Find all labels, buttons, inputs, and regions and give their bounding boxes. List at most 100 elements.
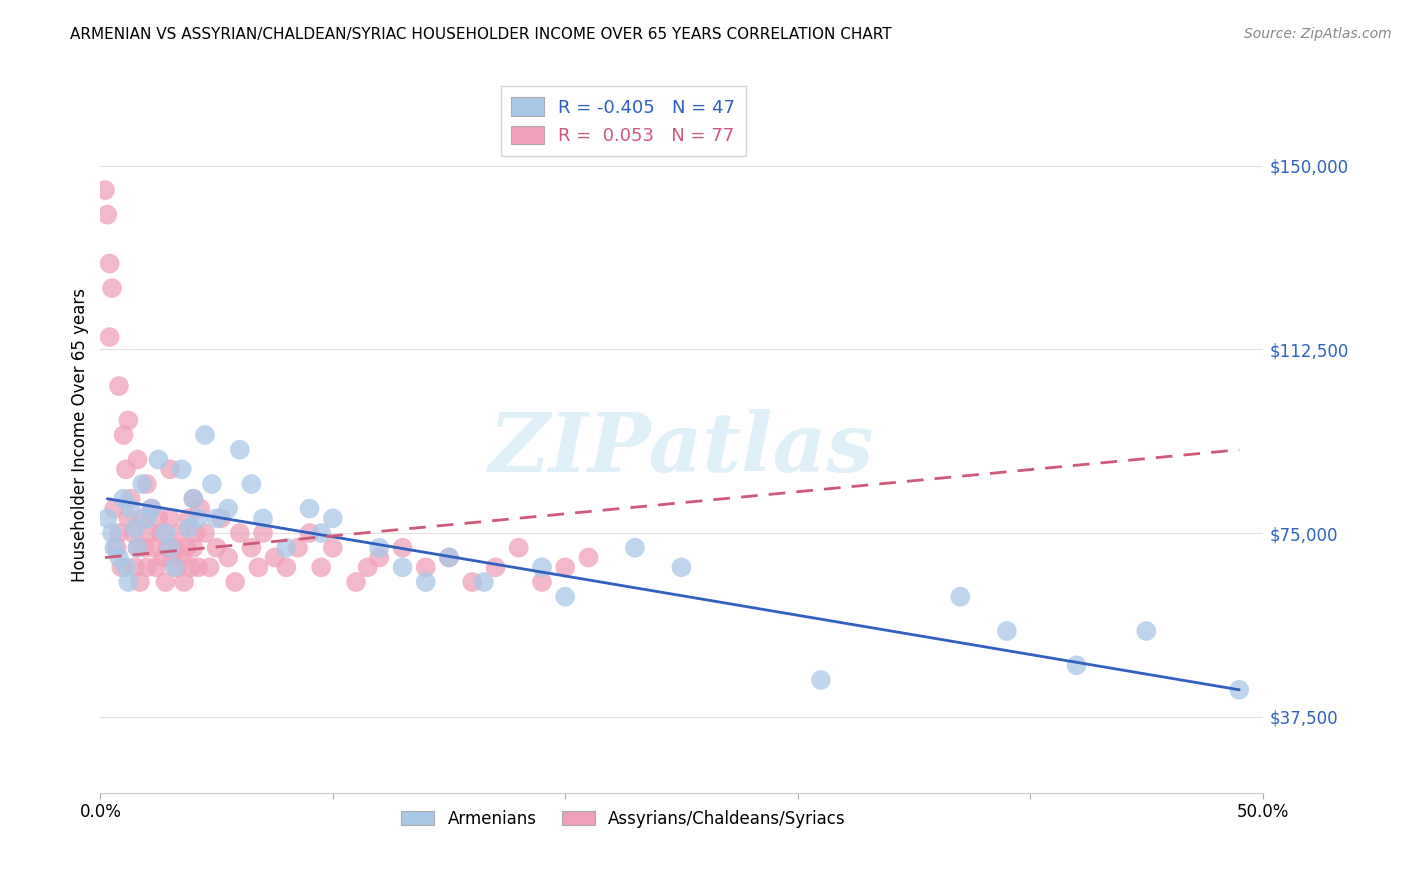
Point bbox=[187, 560, 209, 574]
Point bbox=[112, 428, 135, 442]
Point bbox=[415, 574, 437, 589]
Point bbox=[117, 574, 139, 589]
Point bbox=[177, 521, 200, 535]
Point bbox=[117, 413, 139, 427]
Point bbox=[134, 541, 156, 555]
Text: Source: ZipAtlas.com: Source: ZipAtlas.com bbox=[1244, 27, 1392, 41]
Point bbox=[101, 526, 124, 541]
Point bbox=[1227, 682, 1250, 697]
Point bbox=[159, 462, 181, 476]
Point bbox=[437, 550, 460, 565]
Point bbox=[578, 550, 600, 565]
Point bbox=[103, 541, 125, 555]
Point bbox=[120, 491, 142, 506]
Point bbox=[115, 560, 138, 574]
Point bbox=[152, 550, 174, 565]
Point bbox=[131, 477, 153, 491]
Point bbox=[217, 501, 239, 516]
Point bbox=[148, 452, 170, 467]
Point bbox=[484, 560, 506, 574]
Point bbox=[240, 477, 263, 491]
Point bbox=[224, 574, 246, 589]
Point bbox=[287, 541, 309, 555]
Point bbox=[309, 560, 332, 574]
Point bbox=[180, 560, 202, 574]
Point bbox=[322, 541, 344, 555]
Point bbox=[159, 511, 181, 525]
Point bbox=[671, 560, 693, 574]
Point bbox=[229, 442, 252, 457]
Point bbox=[309, 526, 332, 541]
Point bbox=[252, 526, 274, 541]
Point bbox=[148, 511, 170, 525]
Point bbox=[508, 541, 530, 555]
Point bbox=[184, 526, 207, 541]
Point bbox=[169, 526, 191, 541]
Point bbox=[162, 550, 184, 565]
Point bbox=[176, 541, 198, 555]
Point bbox=[194, 428, 217, 442]
Point bbox=[322, 511, 344, 525]
Point bbox=[276, 560, 298, 574]
Y-axis label: Householder Income Over 65 years: Householder Income Over 65 years bbox=[72, 288, 89, 582]
Point bbox=[472, 574, 495, 589]
Point bbox=[437, 550, 460, 565]
Point bbox=[131, 511, 153, 525]
Point bbox=[135, 511, 157, 525]
Point bbox=[149, 526, 172, 541]
Point bbox=[141, 501, 163, 516]
Point bbox=[108, 550, 131, 565]
Point bbox=[128, 574, 150, 589]
Point bbox=[117, 511, 139, 525]
Point bbox=[181, 541, 204, 555]
Point bbox=[101, 281, 124, 295]
Point bbox=[112, 491, 135, 506]
Point bbox=[103, 501, 125, 516]
Point bbox=[173, 574, 195, 589]
Point bbox=[188, 501, 211, 516]
Point bbox=[554, 590, 576, 604]
Point bbox=[217, 550, 239, 565]
Point bbox=[98, 330, 121, 344]
Point bbox=[170, 550, 193, 565]
Point bbox=[96, 208, 118, 222]
Point bbox=[181, 491, 204, 506]
Point bbox=[415, 560, 437, 574]
Point bbox=[949, 590, 972, 604]
Point bbox=[368, 550, 391, 565]
Point bbox=[298, 501, 321, 516]
Point bbox=[155, 526, 177, 541]
Point bbox=[530, 560, 553, 574]
Point bbox=[344, 574, 367, 589]
Point bbox=[368, 541, 391, 555]
Point bbox=[995, 624, 1018, 638]
Point bbox=[145, 560, 167, 574]
Point bbox=[155, 574, 177, 589]
Text: ARMENIAN VS ASSYRIAN/CHALDEAN/SYRIAC HOUSEHOLDER INCOME OVER 65 YEARS CORRELATIO: ARMENIAN VS ASSYRIAN/CHALDEAN/SYRIAC HOU… bbox=[70, 27, 891, 42]
Point bbox=[181, 491, 204, 506]
Point bbox=[194, 526, 217, 541]
Point bbox=[201, 477, 224, 491]
Point bbox=[187, 511, 209, 525]
Point bbox=[141, 501, 163, 516]
Point bbox=[198, 560, 221, 574]
Point bbox=[124, 560, 146, 574]
Point bbox=[135, 477, 157, 491]
Point bbox=[122, 526, 145, 541]
Point bbox=[209, 511, 232, 525]
Point bbox=[461, 574, 484, 589]
Point bbox=[127, 541, 149, 555]
Point bbox=[127, 452, 149, 467]
Point bbox=[98, 257, 121, 271]
Point bbox=[138, 526, 160, 541]
Point bbox=[276, 541, 298, 555]
Point bbox=[252, 511, 274, 525]
Point bbox=[554, 560, 576, 574]
Point bbox=[229, 526, 252, 541]
Point bbox=[127, 541, 149, 555]
Point bbox=[110, 560, 132, 574]
Point bbox=[298, 526, 321, 541]
Point bbox=[115, 462, 138, 476]
Point bbox=[1135, 624, 1157, 638]
Point bbox=[247, 560, 270, 574]
